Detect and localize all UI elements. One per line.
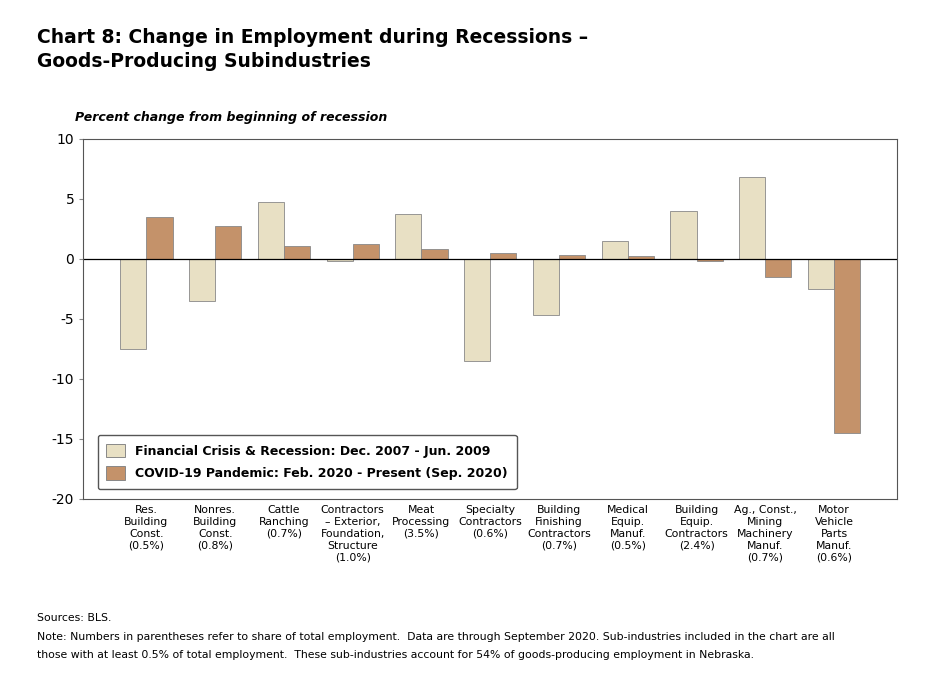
Bar bbox=[490, 253, 516, 258]
Bar bbox=[395, 214, 422, 258]
Bar bbox=[808, 258, 834, 289]
Bar bbox=[601, 240, 628, 258]
Bar bbox=[697, 258, 722, 261]
Bar bbox=[146, 217, 173, 258]
Bar bbox=[628, 256, 654, 258]
Bar bbox=[189, 258, 216, 301]
Bar bbox=[765, 258, 792, 277]
Bar bbox=[464, 258, 490, 361]
Text: Note: Numbers in parentheses refer to share of total employment.  Data are throu: Note: Numbers in parentheses refer to sh… bbox=[37, 632, 834, 642]
Legend: Financial Crisis & Recession: Dec. 2007 - Jun. 2009, COVID-19 Pandemic: Feb. 202: Financial Crisis & Recession: Dec. 2007 … bbox=[98, 435, 516, 489]
Bar bbox=[120, 258, 146, 349]
Bar bbox=[559, 255, 586, 258]
Bar bbox=[834, 258, 860, 433]
Bar bbox=[671, 211, 697, 258]
Bar bbox=[739, 177, 765, 258]
Text: Percent change from beginning of recession: Percent change from beginning of recessi… bbox=[75, 111, 388, 124]
Bar bbox=[327, 258, 352, 261]
Text: those with at least 0.5% of total employment.  These sub-industries account for : those with at least 0.5% of total employ… bbox=[37, 650, 754, 660]
Bar bbox=[284, 245, 310, 258]
Bar bbox=[533, 258, 559, 315]
Text: Sources: BLS.: Sources: BLS. bbox=[37, 613, 111, 623]
Bar bbox=[258, 202, 284, 258]
Bar bbox=[352, 245, 379, 258]
Text: Chart 8: Change in Employment during Recessions –
Goods-Producing Subindustries: Chart 8: Change in Employment during Rec… bbox=[37, 28, 588, 71]
Bar bbox=[422, 249, 448, 258]
Bar bbox=[216, 227, 241, 258]
